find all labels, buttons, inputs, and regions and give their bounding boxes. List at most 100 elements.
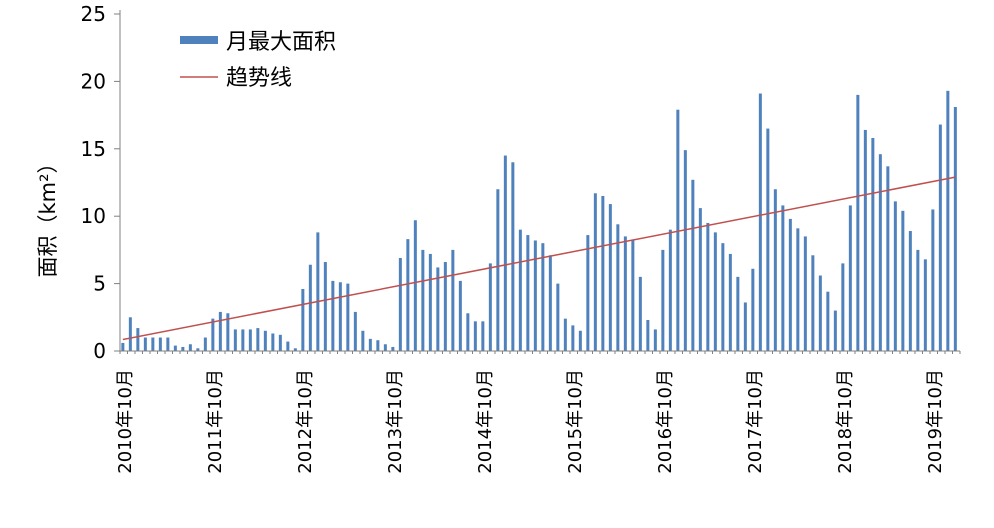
bar	[638, 276, 642, 351]
bar	[166, 337, 170, 351]
bar	[331, 280, 335, 351]
bar	[338, 282, 342, 351]
bar	[256, 328, 260, 351]
bar	[143, 337, 147, 351]
y-tick-label: 0	[93, 339, 106, 363]
bar	[383, 344, 387, 351]
bar	[623, 236, 627, 351]
bar	[721, 243, 725, 351]
x-tick-label: 2016年10月	[655, 369, 676, 474]
bar	[121, 342, 125, 351]
bar	[316, 232, 320, 351]
x-tick-label: 2015年10月	[565, 369, 586, 474]
bar	[901, 210, 905, 351]
bar	[826, 291, 830, 351]
bar	[616, 224, 620, 351]
bar	[878, 154, 882, 351]
bar	[473, 321, 477, 351]
bar	[796, 228, 800, 351]
bar	[203, 337, 207, 351]
bar	[173, 345, 177, 351]
bar	[893, 201, 897, 351]
bar	[706, 222, 710, 351]
bar	[248, 329, 252, 351]
bar	[286, 341, 290, 351]
bar	[766, 128, 770, 351]
bar	[211, 318, 215, 351]
bar	[361, 330, 365, 351]
bar	[241, 329, 245, 351]
bar	[518, 229, 522, 351]
bar	[773, 189, 777, 351]
bar	[946, 90, 950, 351]
bar	[548, 255, 552, 351]
bar	[743, 302, 747, 351]
bar	[391, 346, 395, 351]
bar	[781, 205, 785, 351]
bar	[908, 231, 912, 351]
bar	[301, 288, 305, 351]
bar	[181, 346, 185, 351]
bar	[953, 107, 957, 351]
y-tick-label: 5	[93, 272, 106, 296]
bar	[931, 209, 935, 351]
bar	[293, 348, 297, 351]
bar	[413, 220, 417, 351]
x-tick-label: 2018年10月	[835, 369, 856, 474]
bar	[728, 253, 732, 351]
legend-bar-label: 月最大面积	[226, 30, 336, 55]
bar	[503, 155, 507, 351]
bar	[571, 325, 575, 351]
bar	[683, 150, 687, 351]
x-tick-label: 2014年10月	[475, 369, 496, 474]
bar	[751, 268, 755, 351]
y-tick-label: 15	[81, 137, 106, 161]
bar	[631, 240, 635, 351]
bar	[218, 311, 222, 351]
bar	[601, 195, 605, 351]
bar	[586, 235, 590, 351]
x-tick-label: 2019年10月	[925, 369, 946, 474]
bar	[676, 109, 680, 352]
y-tick-label: 10	[81, 204, 106, 228]
legend-trend-label: 趋势线	[226, 66, 292, 91]
x-tick-label: 2017年10月	[745, 369, 766, 474]
legend: 月最大面积 趋势线	[180, 30, 336, 91]
bar	[278, 334, 282, 351]
bar	[271, 333, 275, 351]
bar	[136, 328, 140, 351]
bar	[871, 138, 875, 351]
bar	[158, 337, 162, 351]
bar	[541, 243, 545, 351]
bar	[263, 330, 267, 351]
bar	[428, 253, 432, 351]
x-axis-ticks: 2010年10月 2011年10月 2012年10月 2013年10月 2014年10月…	[115, 351, 961, 474]
bar	[668, 229, 672, 351]
bar	[938, 124, 942, 351]
bar	[713, 232, 717, 351]
bar	[788, 218, 792, 351]
bar	[398, 257, 402, 351]
bar	[856, 94, 860, 351]
trend-line	[122, 176, 956, 341]
bar	[526, 235, 530, 351]
legend-bar-swatch	[180, 36, 218, 44]
bar	[563, 318, 567, 351]
bar	[803, 236, 807, 351]
bar	[128, 317, 132, 351]
bar	[511, 162, 515, 351]
bar	[811, 255, 815, 351]
bar	[736, 276, 740, 351]
x-tick-label: 2011年10月	[205, 369, 226, 474]
bar	[376, 340, 380, 351]
bar	[556, 283, 560, 351]
bar	[226, 313, 230, 351]
x-tick-label: 2010年10月	[115, 369, 136, 474]
bar	[188, 344, 192, 351]
bar	[578, 330, 582, 351]
bar	[323, 262, 327, 351]
bar	[481, 321, 485, 351]
bar	[488, 263, 492, 351]
bar	[451, 249, 455, 351]
